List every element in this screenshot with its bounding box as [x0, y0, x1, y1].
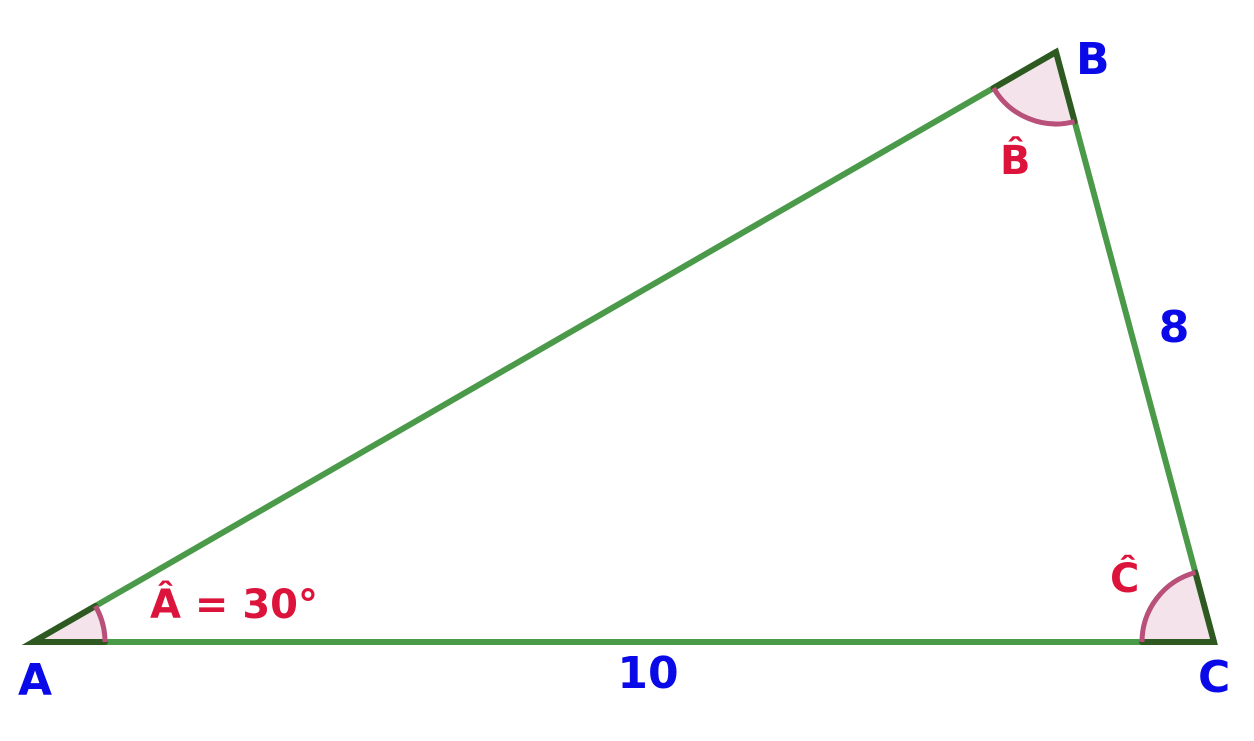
vertex-label: B [1076, 34, 1110, 85]
angle-arcs [93, 86, 1197, 643]
angle-label: Â = 30° [150, 580, 318, 628]
side-label: 8 [1159, 302, 1190, 353]
angle-b-fill [993, 52, 1075, 124]
side-label: 10 [617, 648, 678, 699]
angle-label: Ĉ [1110, 554, 1139, 602]
side-ab [30, 49, 1059, 645]
angle-c-fill [1142, 572, 1214, 642]
sides [30, 49, 1217, 645]
angle-c-legs [1139, 569, 1218, 645]
side-bc [1053, 49, 1217, 645]
angle-a-arc [93, 604, 108, 643]
vertex-label: A [18, 655, 52, 706]
angle-c-arc [1139, 570, 1197, 643]
angle-b-legs [990, 47, 1078, 125]
angle-b-arc [991, 86, 1076, 127]
vertex-label: C [1198, 652, 1230, 703]
angle-legs [21, 47, 1218, 645]
angle-a-legs [21, 603, 108, 645]
angle-label: B̂ [1000, 136, 1031, 184]
